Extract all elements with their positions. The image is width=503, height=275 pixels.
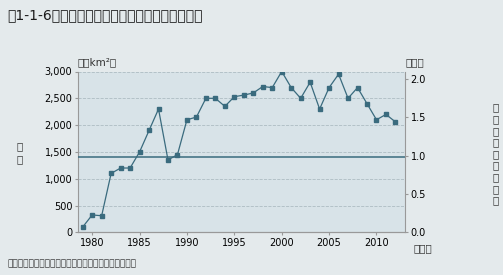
Text: 面
積: 面 積 — [17, 141, 23, 164]
Text: 南
極
大
陸
と
の
面
積
比: 南 極 大 陸 と の 面 積 比 — [492, 103, 498, 205]
Text: （年）: （年） — [413, 243, 432, 253]
Text: 図1-1-6　南極上空のオゾンホールの面積の推移: 図1-1-6 南極上空のオゾンホールの面積の推移 — [8, 8, 203, 22]
Text: （万km²）: （万km²） — [78, 57, 117, 67]
Text: 資料：気象庁ホームページ「オゾンホール最大面積」: 資料：気象庁ホームページ「オゾンホール最大面積」 — [8, 259, 136, 268]
Text: （倍）: （倍） — [406, 57, 425, 67]
